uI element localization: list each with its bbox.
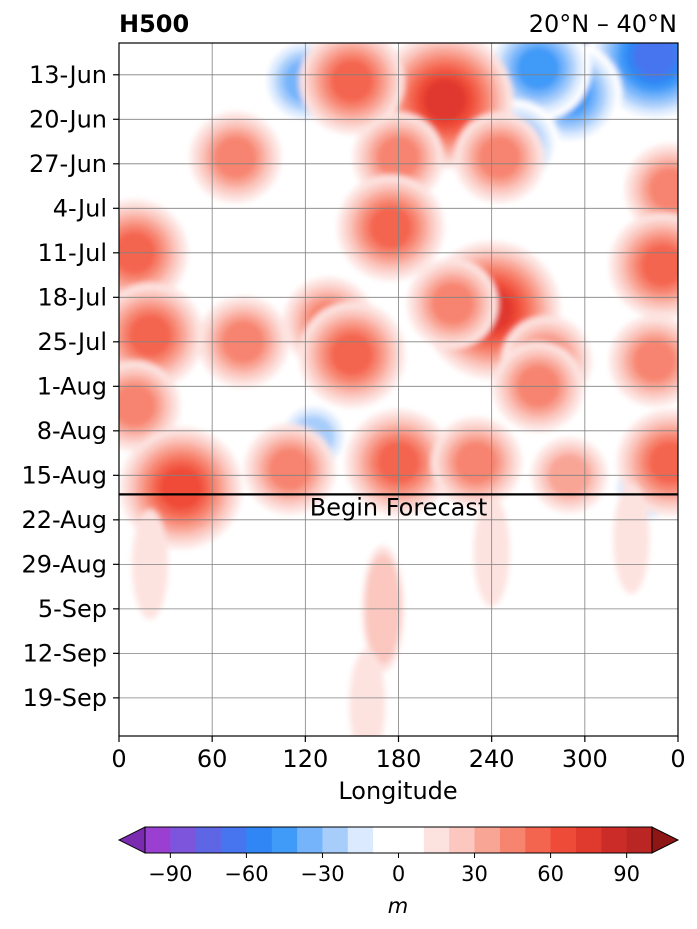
colorbar-segment — [246, 827, 273, 853]
anomaly-blob — [329, 332, 374, 377]
anomaly-blob — [159, 466, 204, 510]
anomaly-blob — [648, 167, 678, 212]
colorbar-segment — [170, 827, 197, 853]
y-tick-label: 22-Aug — [21, 506, 107, 534]
colorbar-segment — [297, 827, 323, 853]
colorbar-tick-label: 90 — [613, 862, 640, 886]
y-axis-ticks: 13-Jun 20-Jun 27-Jun 4-Jul 11-Jul 18-Jul 25-Ju… — [21, 61, 119, 712]
colorbar-segment — [373, 827, 425, 853]
y-tick-label: 27-Jun — [29, 150, 107, 178]
anomaly-blob — [632, 43, 677, 78]
anomaly-blob — [640, 243, 678, 288]
x-tick-label: 120 — [282, 745, 328, 773]
colorbar: −90 −60 −30 0 30 60 90 — [117, 826, 680, 886]
anomaly-blob — [648, 440, 678, 485]
chart-title-right: 20°N – 40°N — [529, 10, 677, 38]
y-tick-label: 20-Jun — [29, 105, 107, 133]
y-tick-label: 29-Aug — [21, 550, 107, 578]
colorbar-segment — [550, 827, 577, 853]
colorbar-segment — [271, 827, 298, 853]
colorbar-segment — [195, 827, 222, 853]
x-tick-label: 240 — [469, 745, 515, 773]
colorbar-segment — [221, 827, 247, 853]
anomaly-blob — [477, 135, 522, 180]
x-tick-label: 300 — [562, 745, 608, 773]
anomaly-blob — [613, 483, 650, 594]
x-axis-ticks: 0 60 120 180 240 300 0 — [111, 736, 686, 773]
anomaly-blob — [516, 46, 561, 91]
colorbar-segment — [322, 827, 349, 853]
forecast-label: Begin Forecast — [310, 493, 488, 521]
colorbar-extend-high — [651, 826, 680, 854]
colorbar-tick-label: −60 — [224, 862, 268, 886]
anomaly-blob — [423, 78, 468, 123]
chart-title-left: H500 — [119, 10, 189, 38]
colorbar-segment — [449, 827, 475, 853]
y-tick-label: 1-Aug — [37, 372, 107, 400]
x-tick-label: 180 — [376, 745, 422, 773]
colorbar-tick-label: 0 — [392, 862, 405, 886]
y-tick-label: 12-Sep — [23, 639, 107, 667]
colorbar-segment — [499, 827, 526, 853]
y-tick-label: 25-Jul — [38, 328, 108, 356]
anomaly-blob — [368, 205, 413, 250]
anomaly-blob — [632, 338, 677, 383]
x-tick-label: 60 — [197, 745, 228, 773]
colorbar-tick-label: −90 — [148, 862, 192, 886]
colorbar-tick-label: 30 — [461, 862, 488, 886]
y-tick-label: 8-Aug — [37, 417, 107, 445]
x-tick-label: 0 — [670, 745, 685, 773]
y-tick-label: 18-Jul — [38, 283, 108, 311]
y-tick-label: 19-Sep — [23, 684, 107, 712]
colorbar-label: m — [388, 894, 408, 918]
anomaly-blob — [119, 383, 157, 428]
colorbar-segment — [525, 827, 551, 853]
colorbar-segment — [423, 827, 450, 853]
anomaly-blob — [349, 649, 386, 736]
anomaly-blob — [128, 313, 173, 358]
colorbar-segment — [575, 827, 602, 853]
colorbar-segment — [347, 827, 374, 853]
y-tick-label: 11-Jul — [38, 239, 108, 267]
colorbar-segment — [626, 827, 653, 853]
y-tick-label: 15-Aug — [21, 461, 107, 489]
colorbar-segment — [474, 827, 501, 853]
x-axis-label: Longitude — [338, 777, 457, 805]
y-tick-label: 4-Jul — [53, 194, 107, 222]
colorbar-tick-label: −30 — [300, 862, 344, 886]
anomaly-blob — [159, 78, 204, 123]
anomaly-blob — [329, 59, 374, 104]
anomaly-blob — [454, 440, 499, 485]
colorbar-extend-low — [117, 826, 146, 854]
colorbar-segment — [145, 827, 171, 853]
y-tick-label: 13-Jun — [29, 61, 107, 89]
anomaly-blob — [267, 447, 312, 491]
y-tick-label: 5-Sep — [38, 595, 107, 623]
colorbar-tick-label: 60 — [537, 862, 564, 886]
x-tick-label: 0 — [111, 745, 126, 773]
anomaly-blob — [213, 135, 258, 180]
anomaly-blob — [430, 281, 475, 326]
colorbar-segment — [601, 827, 628, 853]
